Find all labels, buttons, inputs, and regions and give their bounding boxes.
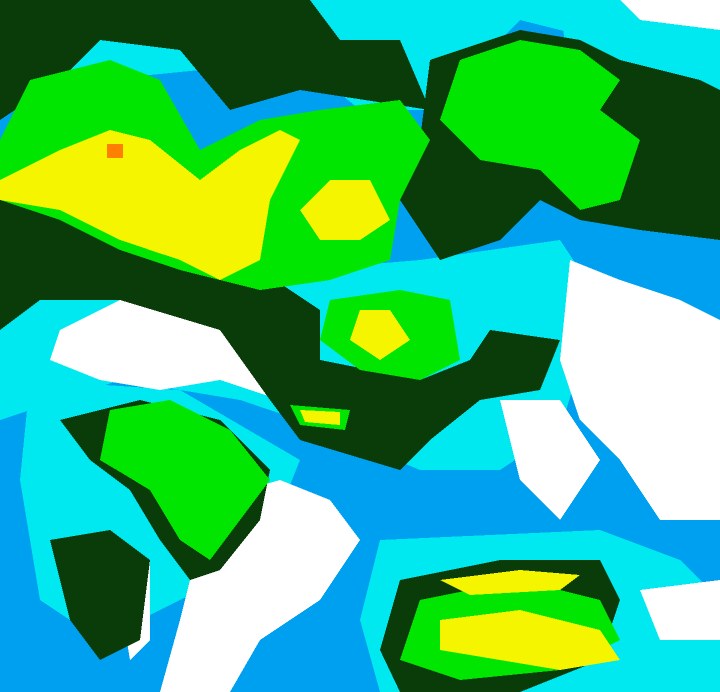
extreme-cell [107,144,123,158]
very-heavy-regions [0,130,620,670]
